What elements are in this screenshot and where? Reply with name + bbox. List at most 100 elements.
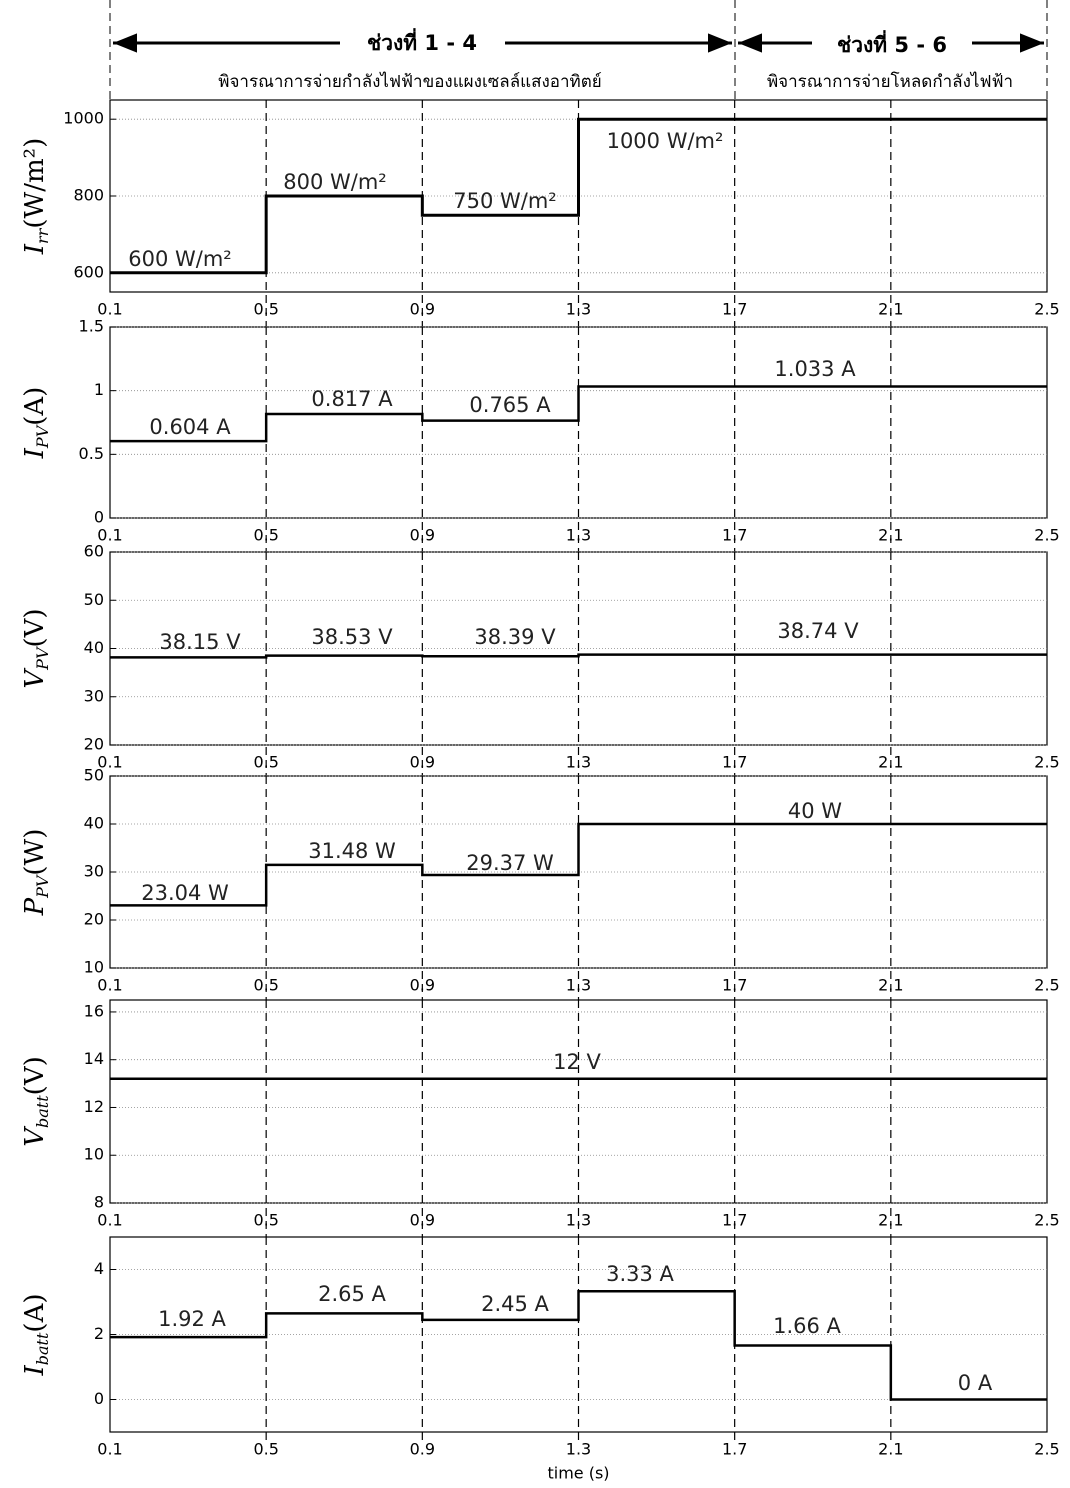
annotation: 1.033 A <box>774 357 856 381</box>
y-tick-label: 14 <box>84 1049 104 1068</box>
annotation: 40 W <box>788 799 842 823</box>
x-tick-label: 2.5 <box>1034 753 1059 772</box>
y-tick-label: 12 <box>84 1097 104 1116</box>
y-label-subscript: batt <box>33 1095 52 1128</box>
x-tick-label: 0.5 <box>253 1440 278 1459</box>
y-label-unit: (V) <box>20 608 50 647</box>
x-tick-label: 1.7 <box>722 753 747 772</box>
annotation: 750 W/m² <box>453 189 556 213</box>
section-subtitle: พิจารณาการจ่ายกำลังไฟฟ้าของแผงเซลล์แสงอา… <box>218 71 601 92</box>
x-tick-label: 0.9 <box>410 300 435 319</box>
x-tick-label: 1.3 <box>566 976 591 995</box>
x-tick-label: 1.7 <box>722 526 747 545</box>
y-label-symbol: P <box>20 897 50 916</box>
x-tick-label: 0.1 <box>97 976 122 995</box>
x-tick-label: 2.1 <box>878 1211 903 1230</box>
y-tick-label: 20 <box>84 910 104 929</box>
x-tick-label: 1.3 <box>566 753 591 772</box>
y-axis-label: Irr(W/m²) <box>20 138 52 255</box>
x-tick-label: 0.5 <box>253 526 278 545</box>
y-label-unit: (W) <box>20 829 50 876</box>
x-tick-label: 0.5 <box>253 300 278 319</box>
section-title: ช่วงที่ 1 - 4 <box>367 27 477 55</box>
y-tick-label: 4 <box>94 1259 104 1278</box>
x-tick-label: 1.3 <box>566 526 591 545</box>
annotation: 38.39 V <box>474 625 556 649</box>
y-tick-label: 8 <box>94 1193 104 1212</box>
x-tick-label: 0.5 <box>253 976 278 995</box>
y-tick-label: 10 <box>84 1145 104 1164</box>
y-tick-label: 10 <box>84 958 104 977</box>
y-label-unit: (A) <box>20 1294 50 1333</box>
y-tick-label: 0.5 <box>79 444 104 463</box>
x-tick-label: 1.3 <box>566 1440 591 1459</box>
x-tick-label: 2.1 <box>878 976 903 995</box>
annotation: 31.48 W <box>308 839 396 863</box>
annotation: 3.33 A <box>606 1262 674 1286</box>
annotation: 38.15 V <box>159 630 241 654</box>
y-axis-label-text: Ibatt(A) <box>20 1294 52 1377</box>
annotation: 38.53 V <box>311 625 393 649</box>
y-label-subscript: rr <box>33 227 52 244</box>
y-tick-label: 30 <box>84 686 104 705</box>
annotation: 1.92 A <box>158 1307 226 1331</box>
y-label-symbol: I <box>20 1365 50 1377</box>
x-tick-label: 1.7 <box>722 1211 747 1230</box>
annotation: 29.37 W <box>466 851 554 875</box>
y-axis-label-text: VPV(V) <box>20 608 52 688</box>
section-title: ช่วงที่ 5 - 6 <box>837 29 947 57</box>
annotation: 0.765 A <box>469 393 551 417</box>
y-tick-label: 600 <box>73 262 104 281</box>
annotation: 1.66 A <box>773 1314 841 1338</box>
annotation: 0 A <box>958 1371 993 1395</box>
x-tick-label: 2.5 <box>1034 526 1059 545</box>
annotation: 38.74 V <box>777 619 859 643</box>
x-tick-label: 0.9 <box>410 1211 435 1230</box>
y-tick-label: 1000 <box>63 109 104 128</box>
annotation: 2.45 A <box>481 1292 549 1316</box>
y-axis-label-text: PPV(W) <box>20 829 52 917</box>
y-tick-label: 40 <box>84 638 104 657</box>
y-tick-label: 2 <box>94 1324 104 1343</box>
annotation: 1000 W/m² <box>607 129 724 153</box>
section-subtitle: พิจารณาการจ่ายโหลดกำลังไฟฟ้า <box>767 71 1013 92</box>
y-tick-label: 20 <box>84 735 104 754</box>
x-tick-label: 0.9 <box>410 526 435 545</box>
y-label-unit: (W/m²) <box>20 138 50 229</box>
x-tick-label: 0.9 <box>410 753 435 772</box>
figure: ช่วงที่ 1 - 4 พิจารณาการจ่ายกำลังไฟฟ้าขอ… <box>0 0 1070 1488</box>
y-tick-label: 0 <box>94 508 104 527</box>
x-tick-label: 2.5 <box>1034 1211 1059 1230</box>
annotation: 12 V <box>553 1050 601 1074</box>
annotation: 0.817 A <box>311 387 393 411</box>
y-axis-label: VPV(V) <box>20 608 52 688</box>
x-tick-label: 2.5 <box>1034 976 1059 995</box>
y-axis-label-text: Vbatt(V) <box>20 1056 52 1147</box>
x-tick-label: 2.5 <box>1034 300 1059 319</box>
y-tick-label: 1.5 <box>79 317 104 336</box>
x-tick-label: 2.1 <box>878 1440 903 1459</box>
x-tick-label: 0.5 <box>253 753 278 772</box>
x-tick-label: 2.1 <box>878 753 903 772</box>
y-label-unit: (A) <box>20 387 50 426</box>
y-label-subscript: batt <box>33 1332 52 1365</box>
y-axis-label: Vbatt(V) <box>20 1056 52 1147</box>
x-tick-label: 0.1 <box>97 1211 122 1230</box>
x-tick-label: 0.1 <box>97 1440 122 1459</box>
y-tick-label: 800 <box>73 186 104 205</box>
x-tick-label: 2.1 <box>878 300 903 319</box>
x-tick-label: 2.5 <box>1034 1440 1059 1459</box>
y-tick-label: 40 <box>84 814 104 833</box>
annotation: 0.604 A <box>149 415 231 439</box>
x-tick-label: 2.1 <box>878 526 903 545</box>
y-axis-label: IPV(A) <box>20 387 52 460</box>
y-tick-label: 1 <box>94 380 104 399</box>
y-label-symbol: I <box>20 243 50 255</box>
y-label-subscript: PV <box>33 424 52 449</box>
y-tick-label: 16 <box>84 1001 104 1020</box>
annotation: 2.65 A <box>318 1282 386 1306</box>
y-axis-label-text: IPV(A) <box>20 387 52 460</box>
annotation: 23.04 W <box>141 881 229 905</box>
x-tick-label: 1.3 <box>566 300 591 319</box>
x-tick-label: 1.7 <box>722 976 747 995</box>
